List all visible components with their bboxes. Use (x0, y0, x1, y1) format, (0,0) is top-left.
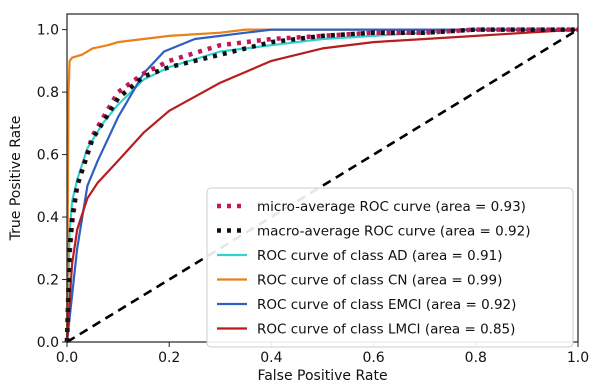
y-axis-label: True Positive Rate (8, 116, 24, 242)
legend-label-3: ROC curve of class CN (area = 0.99) (257, 273, 502, 289)
y-tick-label: 0.8 (37, 85, 59, 101)
series-line-4 (65, 28, 578, 343)
x-axis-label: False Positive Rate (257, 368, 387, 384)
series-line-5 (65, 28, 579, 343)
chance-line (66, 28, 579, 344)
x-tick-label: 0.4 (260, 350, 282, 366)
legend: micro-average ROC curve (area = 0.93) mac… (206, 187, 574, 348)
y-tick-label: 0.6 (37, 148, 59, 164)
legend-label-1: macro-average ROC curve (area = 0.92) (257, 224, 530, 240)
x-tick-label: 0.8 (465, 350, 487, 366)
y-tick-label: 0.0 (37, 335, 59, 351)
y-tick-label: 0.4 (37, 210, 59, 226)
x-axis-ticks: 0.0 0.2 0.4 0.6 0.8 1.0 (56, 342, 589, 366)
plot-lines (64, 27, 579, 344)
x-tick-label: 0.0 (56, 350, 78, 366)
series-line-1 (64, 27, 578, 343)
legend-label-0: micro-average ROC curve (area = 0.93) (257, 199, 526, 215)
legend-label-4: ROC curve of class EMCI (area = 0.92) (257, 297, 516, 313)
series-line-0 (64, 27, 578, 343)
y-axis-ticks: 0.0 0.2 0.4 0.6 0.8 1.0 (37, 23, 67, 351)
legend-label-2: ROC curve of class AD (area = 0.91) (257, 248, 502, 264)
x-tick-label: 1.0 (567, 350, 589, 366)
y-tick-label: 1.0 (37, 23, 59, 39)
y-tick-label: 0.2 (37, 273, 59, 289)
x-tick-label: 0.2 (158, 350, 180, 366)
legend-box (206, 187, 574, 348)
legend-label-5: ROC curve of class LMCI (area = 0.85) (257, 322, 515, 338)
x-tick-label: 0.6 (362, 350, 384, 366)
